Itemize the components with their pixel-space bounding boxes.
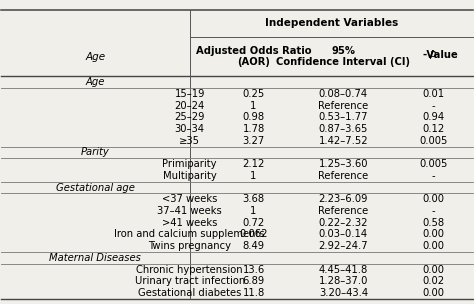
Text: 37–41 weeks: 37–41 weeks — [157, 206, 222, 216]
Text: -: - — [431, 171, 435, 181]
Text: Multiparity: Multiparity — [163, 171, 217, 181]
Text: 0.72: 0.72 — [242, 218, 264, 228]
Text: 1.42–7.52: 1.42–7.52 — [319, 136, 368, 146]
Text: 3.20–43.4: 3.20–43.4 — [319, 288, 368, 298]
Text: 25–29: 25–29 — [174, 112, 205, 122]
Text: 1: 1 — [250, 171, 257, 181]
Text: 3.27: 3.27 — [242, 136, 264, 146]
Text: 2.92–24.7: 2.92–24.7 — [319, 241, 368, 251]
Text: Reference: Reference — [318, 101, 368, 111]
Text: >41 weeks: >41 weeks — [162, 218, 218, 228]
Text: <37 weeks: <37 weeks — [162, 194, 218, 204]
Text: 0.58: 0.58 — [422, 218, 444, 228]
Text: 4.45–41.8: 4.45–41.8 — [319, 264, 368, 275]
Text: 0.08–0.74: 0.08–0.74 — [319, 89, 368, 99]
Text: 0.87–3.65: 0.87–3.65 — [319, 124, 368, 134]
Text: Reference: Reference — [318, 171, 368, 181]
Text: 1.25–3.60: 1.25–3.60 — [319, 159, 368, 169]
Text: Age: Age — [85, 52, 105, 62]
Text: 20–24: 20–24 — [174, 101, 205, 111]
Text: Urinary tract infection: Urinary tract infection — [135, 276, 245, 286]
Text: Age: Age — [85, 77, 105, 87]
Text: 0.00: 0.00 — [422, 194, 444, 204]
Text: -: - — [431, 206, 435, 216]
Text: 1.78: 1.78 — [242, 124, 264, 134]
Text: 2.12: 2.12 — [242, 159, 264, 169]
Text: Twins pregnancy: Twins pregnancy — [148, 241, 231, 251]
Text: 30–34: 30–34 — [175, 124, 205, 134]
Text: 1.28–37.0: 1.28–37.0 — [319, 276, 368, 286]
Text: Independent Variables: Independent Variables — [265, 18, 398, 28]
Text: 0.00: 0.00 — [422, 241, 444, 251]
Text: 0.22–2.32: 0.22–2.32 — [319, 218, 368, 228]
Text: Gestational diabetes: Gestational diabetes — [138, 288, 241, 298]
Text: ≥35: ≥35 — [179, 136, 200, 146]
Text: 0.01: 0.01 — [422, 89, 444, 99]
Text: 1: 1 — [250, 101, 257, 111]
Text: $p$: $p$ — [429, 49, 437, 61]
Text: Iron and calcium supplements: Iron and calcium supplements — [114, 230, 265, 239]
Text: Adjusted Odds Ratio
(AOR): Adjusted Odds Ratio (AOR) — [196, 46, 311, 67]
Text: 0.062: 0.062 — [239, 230, 268, 239]
Text: 1: 1 — [250, 206, 257, 216]
Text: Reference: Reference — [318, 206, 368, 216]
Text: Primiparity: Primiparity — [163, 159, 217, 169]
Text: 0.00: 0.00 — [422, 264, 444, 275]
Text: 2.23–6.09: 2.23–6.09 — [319, 194, 368, 204]
Text: 0.02: 0.02 — [422, 276, 444, 286]
Text: 0.12: 0.12 — [422, 124, 444, 134]
Text: Chronic hypertension: Chronic hypertension — [137, 264, 243, 275]
Text: Maternal Diseases: Maternal Diseases — [49, 253, 141, 263]
Text: Gestational age: Gestational age — [56, 183, 135, 192]
Text: 0.00: 0.00 — [422, 230, 444, 239]
Text: 0.005: 0.005 — [419, 159, 447, 169]
Text: -: - — [431, 101, 435, 111]
Text: -Value: -Value — [409, 50, 457, 60]
Text: 0.005: 0.005 — [419, 136, 447, 146]
Text: 3.68: 3.68 — [243, 194, 264, 204]
Text: 95%
Confidence Interval (CI): 95% Confidence Interval (CI) — [276, 46, 410, 67]
Text: 8.49: 8.49 — [243, 241, 264, 251]
Text: 11.8: 11.8 — [242, 288, 264, 298]
Text: 15–19: 15–19 — [174, 89, 205, 99]
Text: 0.03–0.14: 0.03–0.14 — [319, 230, 368, 239]
Text: 0.53–1.77: 0.53–1.77 — [319, 112, 368, 122]
Text: 0.00: 0.00 — [422, 288, 444, 298]
Text: 0.94: 0.94 — [422, 112, 444, 122]
Text: 0.25: 0.25 — [242, 89, 264, 99]
Text: 6.89: 6.89 — [242, 276, 264, 286]
Text: Parity: Parity — [81, 147, 109, 157]
Text: 0.98: 0.98 — [243, 112, 264, 122]
Text: 13.6: 13.6 — [242, 264, 264, 275]
